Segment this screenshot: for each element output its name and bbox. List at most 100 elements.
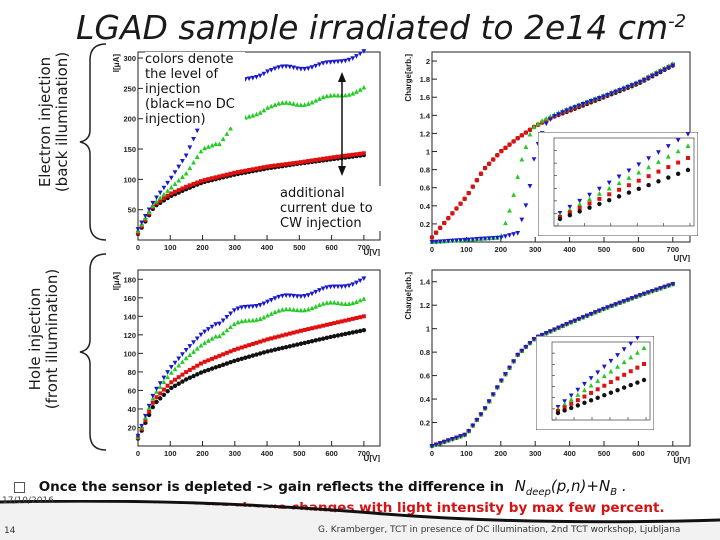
blue-data-point xyxy=(183,153,189,159)
footer-credit: G. Kramberger, TCT in presence of DC ill… xyxy=(318,525,681,535)
inset-frame xyxy=(536,336,654,430)
x-tick-label: 0 xyxy=(430,449,434,458)
red-data-point xyxy=(354,316,359,321)
green-data-point xyxy=(519,156,525,162)
blue-data-point xyxy=(486,399,492,404)
blue-data-point xyxy=(466,429,472,434)
green-data-point xyxy=(543,115,549,121)
blue-data-point xyxy=(187,145,193,150)
green-data-point xyxy=(328,299,333,305)
red-data-point xyxy=(361,314,366,319)
blue-inset-point xyxy=(635,336,640,341)
green-data-point xyxy=(157,195,163,200)
red-inset-point xyxy=(587,201,592,206)
electron-injection-label: Electron injection (back illumination) xyxy=(36,32,71,212)
green-data-point xyxy=(531,124,537,130)
green-data-point xyxy=(254,317,259,322)
blue-data-point xyxy=(309,65,315,70)
black-inset-point xyxy=(636,186,641,192)
black-inset-point xyxy=(557,216,563,222)
black-inset-point xyxy=(675,171,681,176)
blue-data-point xyxy=(584,100,590,106)
green-data-point xyxy=(328,93,333,98)
green-data-point xyxy=(157,384,163,390)
blue-data-point xyxy=(670,282,676,287)
green-data-point xyxy=(242,318,248,323)
x-tick-label: 700 xyxy=(667,245,680,254)
green-data-point xyxy=(280,307,285,312)
green-data-point xyxy=(176,362,182,368)
black-inset-point xyxy=(641,377,647,383)
blue-data-point xyxy=(165,180,171,186)
green-data-point xyxy=(523,144,529,149)
blue-inset-point xyxy=(588,376,594,381)
green-data-point xyxy=(515,174,521,179)
y-tick-label: 80 xyxy=(128,368,136,377)
blue-data-point xyxy=(572,318,578,324)
black-inset-point xyxy=(656,179,661,184)
black-data-point xyxy=(257,351,263,356)
blue-data-point xyxy=(231,308,237,313)
black-data-point xyxy=(306,339,311,345)
blue-data-point xyxy=(157,190,163,196)
blue-inset-point xyxy=(577,198,583,204)
blue-data-point xyxy=(357,278,363,284)
black-data-point xyxy=(243,355,248,360)
red-data-point xyxy=(358,315,363,320)
blue-data-point xyxy=(625,84,631,90)
red-inset-point xyxy=(686,156,690,160)
red-data-point xyxy=(221,352,226,357)
green-data-point xyxy=(228,125,233,131)
green-data-point xyxy=(191,349,196,354)
black-data-point xyxy=(254,352,259,357)
green-data-point xyxy=(342,92,348,98)
black-data-point xyxy=(150,404,156,410)
blue-data-point xyxy=(346,57,352,63)
black-inset-point xyxy=(666,175,671,180)
blue-data-point xyxy=(552,114,557,119)
green-data-point xyxy=(317,96,322,101)
math-rest: (p,n)+N xyxy=(550,477,611,495)
red-data-point xyxy=(269,336,274,341)
green-data-point xyxy=(202,145,208,151)
x-axis-label: U[V] xyxy=(364,454,381,462)
red-data-point xyxy=(202,178,207,183)
black-data-point xyxy=(187,375,193,380)
x-tick-label: 100 xyxy=(164,243,177,252)
blue-data-point xyxy=(490,235,496,241)
red-data-point xyxy=(195,363,200,368)
blue-data-point xyxy=(662,284,668,290)
red-data-point xyxy=(354,152,359,157)
black-data-point xyxy=(154,399,159,405)
blue-inset-point xyxy=(621,347,627,352)
blue-data-point xyxy=(265,69,270,75)
red-data-point xyxy=(147,409,152,414)
green-data-point xyxy=(291,307,296,312)
blue-inset-point xyxy=(685,132,691,137)
red-data-point xyxy=(350,316,355,321)
blue-inset-point xyxy=(628,341,634,347)
green-data-point xyxy=(305,101,311,106)
green-inset-point xyxy=(646,164,652,170)
red-data-point xyxy=(243,344,248,349)
green-data-point xyxy=(317,302,322,308)
red-data-point xyxy=(210,176,215,181)
red-inset-point xyxy=(562,405,567,410)
red-data-point xyxy=(280,333,285,338)
green-data-point xyxy=(217,141,222,147)
green-inset-point xyxy=(675,148,681,154)
black-data-point xyxy=(339,332,344,337)
blue-data-point xyxy=(335,284,341,290)
green-inset-point xyxy=(608,368,614,374)
green-data-point xyxy=(535,121,541,126)
blue-data-point xyxy=(324,60,330,65)
black-data-point xyxy=(309,338,315,344)
y-axis-label: Charge[arb.] xyxy=(404,54,413,102)
blue-inset-point xyxy=(596,186,602,192)
green-data-point xyxy=(309,305,315,311)
red-inset-point xyxy=(582,394,587,399)
green-data-point xyxy=(194,346,200,351)
blue-data-point xyxy=(272,296,278,301)
x-axis-label: U[V] xyxy=(674,254,691,262)
red-data-point xyxy=(276,163,281,168)
